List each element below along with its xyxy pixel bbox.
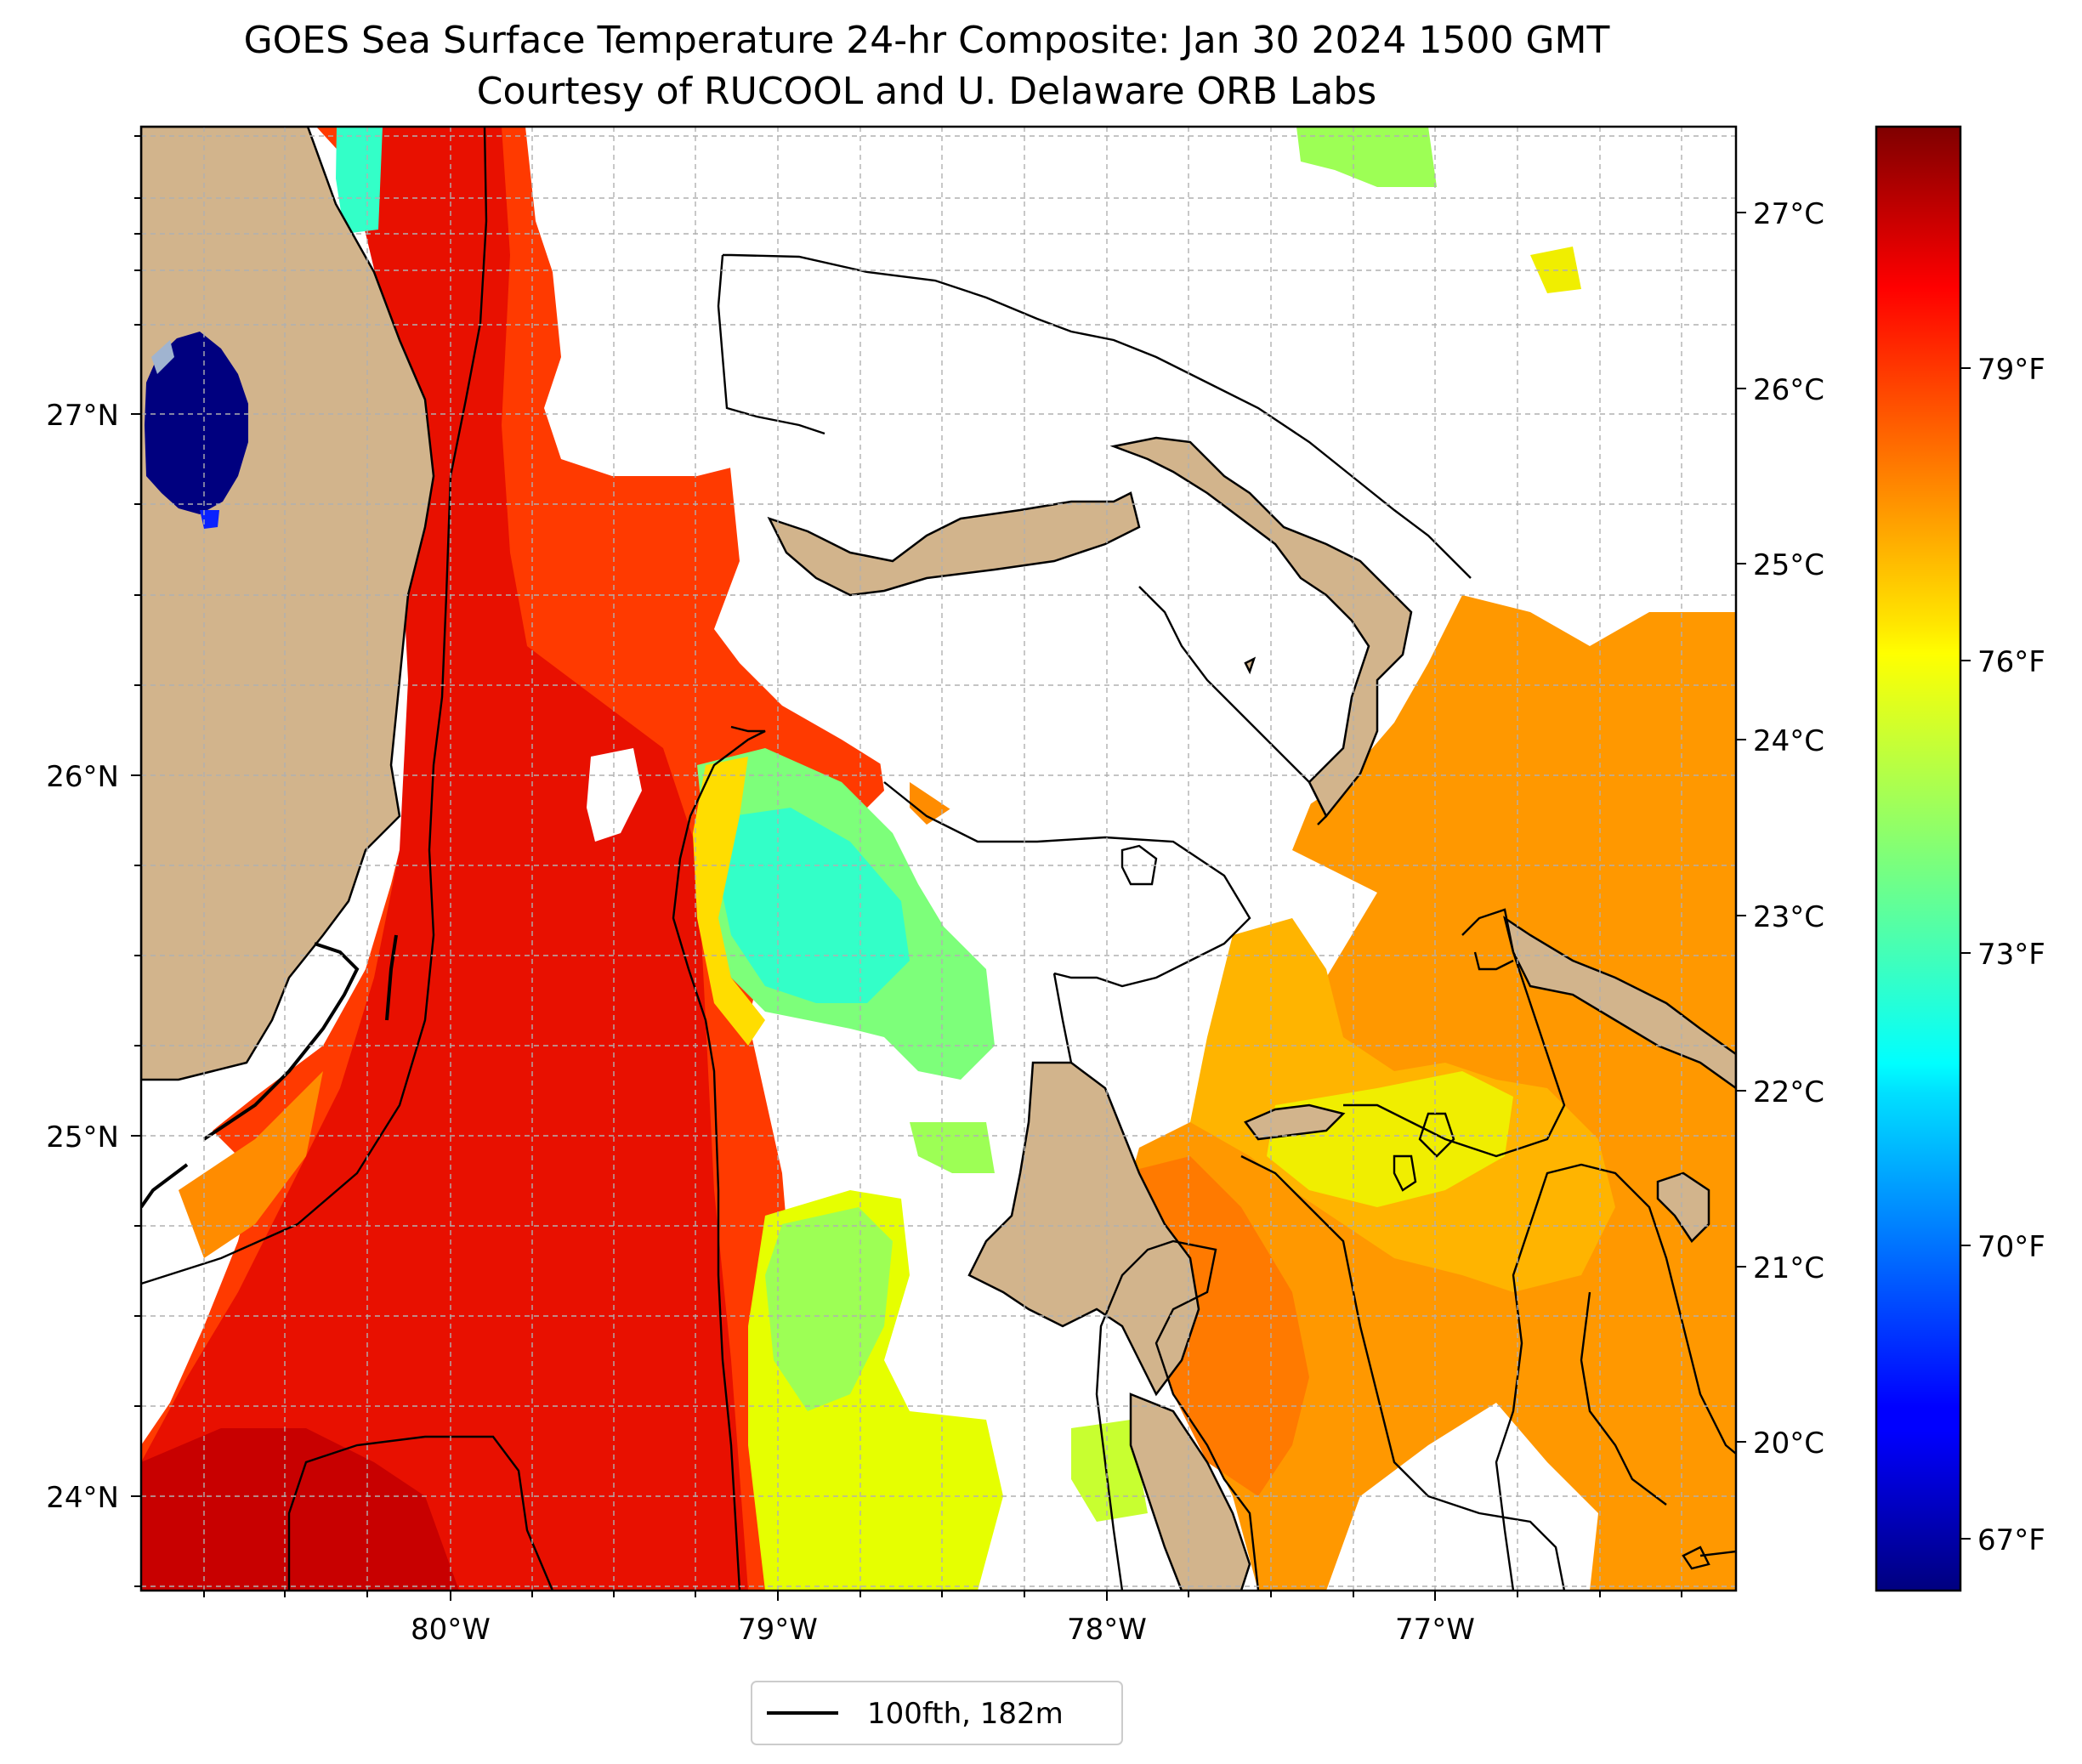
lat-label-24: 24°N xyxy=(46,1481,119,1515)
isobath-contours xyxy=(141,127,1736,1591)
celsius-tick-20: 20°C xyxy=(1753,1427,1824,1461)
celsius-tick-25: 25°C xyxy=(1753,548,1824,582)
lat-label-26: 26°N xyxy=(46,760,119,794)
land-abaco xyxy=(1109,436,1413,819)
lon-label-78: 78°W xyxy=(1067,1613,1147,1647)
fahrenheit-tick-70: 70°F xyxy=(1977,1230,2045,1264)
lat-label-27: 27°N xyxy=(46,399,119,433)
sst-gulf-stream-core xyxy=(141,127,748,1591)
lon-label-80: 80°W xyxy=(411,1613,491,1647)
land-new-providence xyxy=(1244,1103,1346,1141)
fahrenheit-tick-73: 73°F xyxy=(1977,938,2045,972)
fahrenheit-tick-79: 79°F xyxy=(1977,353,2045,387)
celsius-tick-23: 23°C xyxy=(1753,900,1824,934)
lon-label-79: 79°W xyxy=(738,1613,818,1647)
fahrenheit-tick-76: 76°F xyxy=(1977,645,2045,679)
florida-keys xyxy=(141,934,398,1209)
celsius-axis: 27°C 26°C 25°C 24°C 23°C 22°C 21°C 20°C xyxy=(1736,197,1824,1461)
legend: 100fth, 182m xyxy=(751,1681,1123,1745)
celsius-tick-27: 27°C xyxy=(1753,197,1824,231)
celsius-tick-24: 24°C xyxy=(1753,724,1824,758)
map-grid xyxy=(141,127,1736,1591)
legend-box xyxy=(751,1681,1123,1745)
celsius-tick-22: 22°C xyxy=(1753,1075,1824,1109)
lake-okeechobee xyxy=(145,332,248,514)
title-line-1: GOES Sea Surface Temperature 24-hr Compo… xyxy=(244,19,1610,62)
land-andros xyxy=(967,1061,1200,1397)
lat-label-25: 25°N xyxy=(46,1120,119,1154)
fahrenheit-tick-67: 67°F xyxy=(1977,1523,2045,1557)
map-frame xyxy=(139,125,1738,1592)
celsius-tick-21: 21°C xyxy=(1753,1251,1824,1285)
colorbar: 79°F 76°F 73°F 70°F 67°F xyxy=(1875,125,2045,1592)
celsius-tick-26: 26°C xyxy=(1753,373,1824,407)
legend-label: 100fth, 182m xyxy=(867,1697,1064,1731)
sst-field xyxy=(141,127,1736,1591)
land-grand-bahama xyxy=(767,491,1141,597)
map-panel: 27°N 26°N 25°N 24°N 80°W 79°W 78°W 77°W xyxy=(46,125,1738,1647)
title-line-2: Courtesy of RUCOOL and U. Delaware ORB L… xyxy=(477,70,1376,113)
lon-label-77: 77°W xyxy=(1395,1613,1475,1647)
colorbar-gradient xyxy=(1875,125,1962,1592)
